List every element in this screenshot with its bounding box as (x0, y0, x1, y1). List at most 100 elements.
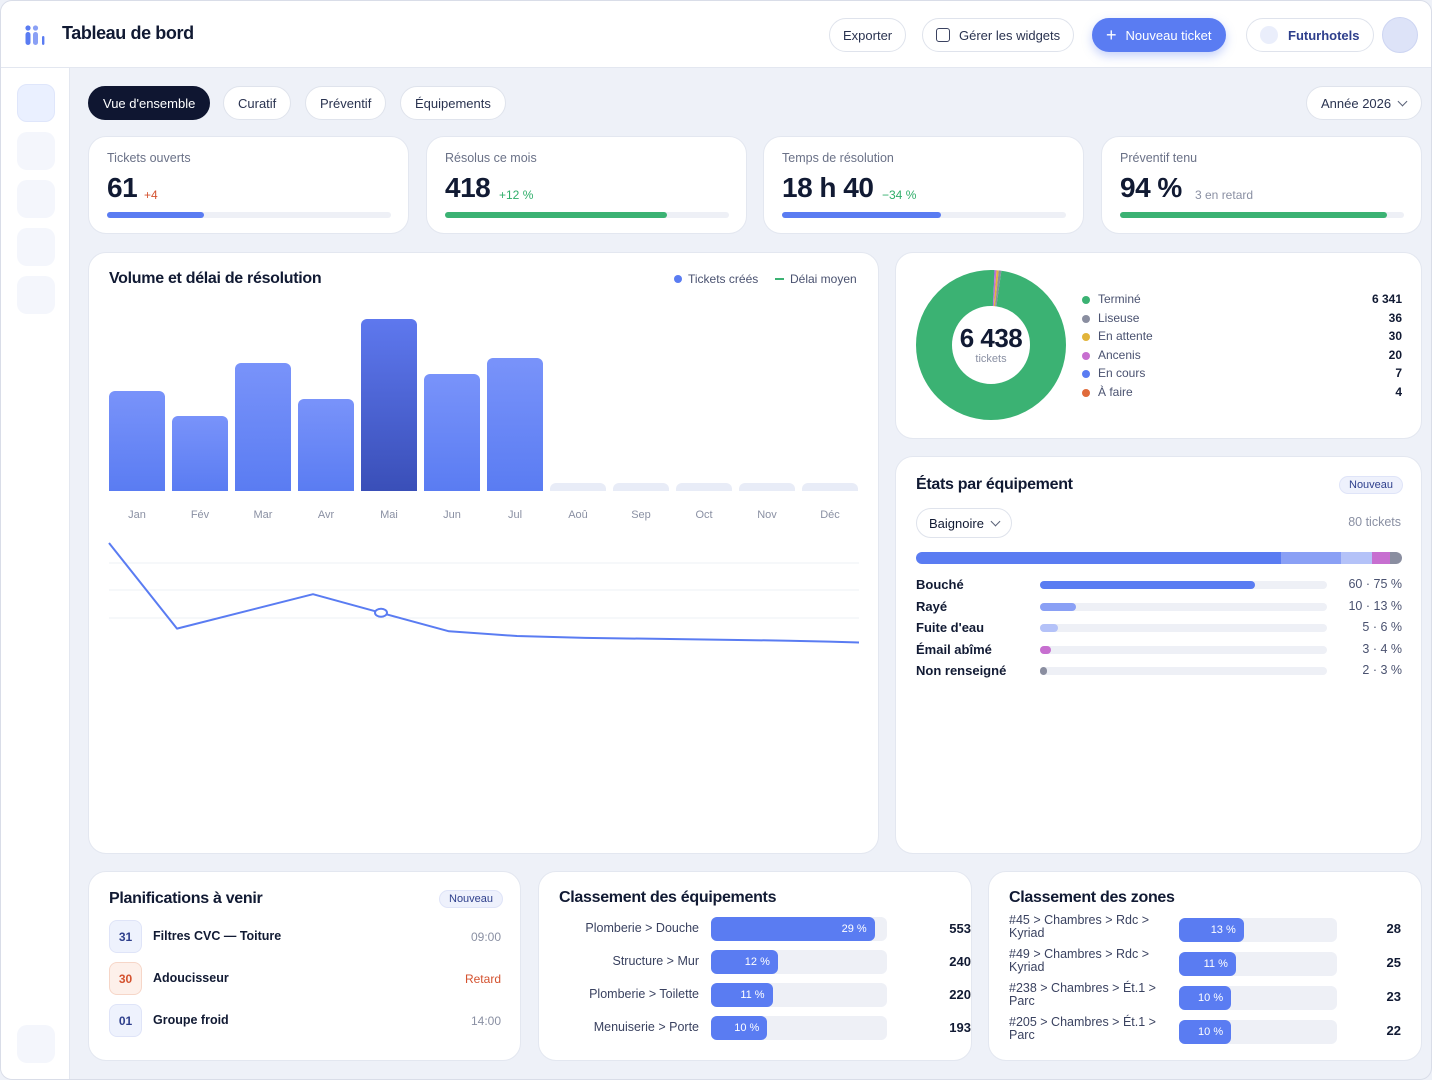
state-track (1040, 624, 1327, 633)
legend-dot (674, 275, 682, 283)
donut-slice-Terminé (916, 270, 1066, 420)
sidebar-item-settings[interactable] (17, 1025, 55, 1063)
legend-dash (775, 278, 784, 280)
legend-value: 20 (1388, 347, 1402, 362)
month-label: Mar (253, 509, 273, 521)
state-fill (1040, 667, 1048, 676)
bar-Oct (676, 483, 732, 491)
tab-preventive[interactable]: Préventif (305, 86, 387, 120)
organization-logo (1260, 26, 1278, 44)
planning-item[interactable]: 30 Adoucisseur Retard (109, 962, 501, 995)
stacked-bar (916, 552, 1402, 564)
checkbox-icon (936, 28, 950, 42)
sidebar (1, 68, 70, 1079)
kpi-progress-track (445, 212, 729, 218)
ranking-row: Plomberie > Douche 29 % 553 (559, 917, 971, 941)
state-label: Bouché (916, 577, 964, 592)
ranking-track: 29 % (711, 917, 887, 941)
new-ticket-button[interactable]: + Nouveau ticket (1092, 18, 1226, 52)
state-label: Rayé (916, 598, 948, 614)
sidebar-item-equipment[interactable] (17, 228, 55, 266)
ranking-track: 11 % (711, 983, 887, 1007)
zone-label: #238 > Chambres > Ét.1 > Parc (1009, 981, 1156, 1008)
zone-row: #45 > Chambres > Rdc > Kyriad 13 % 28 (1009, 914, 1401, 944)
legend-label: Ancenis (1098, 347, 1141, 362)
stack-segment (1280, 552, 1342, 564)
equipment-select-value: Baignoire (929, 515, 984, 531)
tab-label: Équipements (415, 95, 491, 111)
kpi-delta: −34 % (882, 188, 917, 202)
tab-label: Vue d'ensemble (103, 95, 196, 111)
new-badge: Nouveau (439, 890, 504, 908)
legend-value: 30 (1388, 329, 1402, 344)
zone-ranking-card: Classement des zones #45 > Chambres > Rd… (988, 871, 1422, 1061)
zone-track: 11 % (1179, 952, 1337, 976)
planning-item[interactable]: 01 Groupe froid 14:00 (109, 1004, 501, 1037)
kpi-progress-track (107, 212, 391, 218)
app-logo-icon (25, 25, 45, 45)
bar-Sep (613, 483, 669, 491)
ranking-row: Plomberie > Toilette 11 % 220 (559, 983, 971, 1007)
planning-time: 09:00 (470, 930, 501, 944)
state-label: Fuite d'eau (916, 620, 985, 636)
export-button[interactable]: Exporter (829, 18, 907, 52)
donut-total: 6 438 (959, 323, 1023, 353)
equipment-states-card: États par équipement Nouveau Baignoire 8… (895, 456, 1422, 854)
legend-label: En cours (1098, 366, 1146, 381)
month-label: Mai (380, 509, 398, 521)
top-bar: Tableau de bord Exporter Gérer les widge… (1, 1, 1431, 68)
kpi-progress-fill (107, 212, 204, 218)
kpi-delta: +4 (144, 188, 158, 202)
tab-label: Préventif (320, 95, 372, 111)
equipment-state-row: Rayé 10 · 13 % (916, 599, 1402, 617)
donut-legend-item: En cours 7 (1082, 366, 1402, 382)
zone-count: 22 (1386, 1023, 1401, 1038)
organization-name: Futurhotels (1288, 27, 1360, 43)
sidebar-item-zones[interactable] (17, 276, 55, 314)
state-track (1040, 645, 1327, 654)
year-select[interactable]: Année 2026 (1306, 86, 1422, 120)
line-marker (374, 607, 388, 618)
state-label: Émail abîmé (916, 641, 992, 657)
kpi-progress-track (782, 212, 1066, 218)
zone-track: 10 % (1179, 986, 1337, 1010)
equipment-state-row: Émail abîmé 3 · 4 % (916, 642, 1402, 660)
organization-switcher[interactable]: Futurhotels (1246, 18, 1374, 52)
kpi-delta: 3 en retard (1195, 188, 1254, 202)
equipment-select[interactable]: Baignoire (916, 508, 1012, 538)
date-badge: 31 (109, 920, 142, 953)
ranking-row: Menuiserie > Porte 10 % 193 (559, 1016, 971, 1040)
sidebar-item-tickets[interactable] (17, 132, 55, 170)
manage-widgets-button[interactable]: Gérer les widgets (922, 18, 1075, 52)
status-donut-card: 6 438 tickets Terminé 6 341 Liseuse 36 En at… (895, 252, 1422, 439)
sidebar-item-dashboard[interactable] (17, 84, 55, 122)
zone-fill: 13 % (1179, 918, 1244, 942)
user-avatar[interactable] (1382, 17, 1418, 53)
equipment-state-row: Bouché 60 · 75 % (916, 577, 1402, 595)
legend-label: En attente (1098, 329, 1153, 344)
zone-row: #205 > Chambres > Ét.1 > Parc 10 % 22 (1009, 1016, 1401, 1046)
bar-Nov (739, 483, 795, 491)
sidebar-item-planning[interactable] (17, 180, 55, 218)
legend-dot (1082, 370, 1090, 379)
new-ticket-label: Nouveau ticket (1125, 27, 1212, 43)
planning-item[interactable]: 31 Filtres CVC — Toiture 09:00 (109, 920, 501, 953)
ranking-fill: 12 % (711, 950, 778, 974)
manage-widgets-label: Gérer les widgets (959, 27, 1061, 43)
legend-label: Délai moyen (790, 272, 857, 286)
zone-count: 23 (1386, 989, 1401, 1004)
ranking-row: Structure > Mur 12 % 240 (559, 950, 971, 974)
legend-dot (1082, 314, 1090, 323)
donut-legend-item: En attente 30 (1082, 329, 1402, 345)
zone-row: #238 > Chambres > Ét.1 > Parc 10 % 23 (1009, 981, 1401, 1012)
page-title: Tableau de bord (62, 23, 194, 43)
month-label: Sep (631, 509, 651, 521)
tab-curative[interactable]: Curatif (223, 86, 292, 120)
tab-overview[interactable]: Vue d'ensemble (88, 86, 211, 120)
bar-Jul (487, 358, 543, 491)
legend-label: Liseuse (1098, 310, 1140, 325)
bar-Mai (361, 319, 417, 491)
tab-equipment[interactable]: Équipements (400, 86, 506, 120)
ranking-count: 553 (949, 921, 971, 936)
month-label: Oct (695, 509, 713, 521)
